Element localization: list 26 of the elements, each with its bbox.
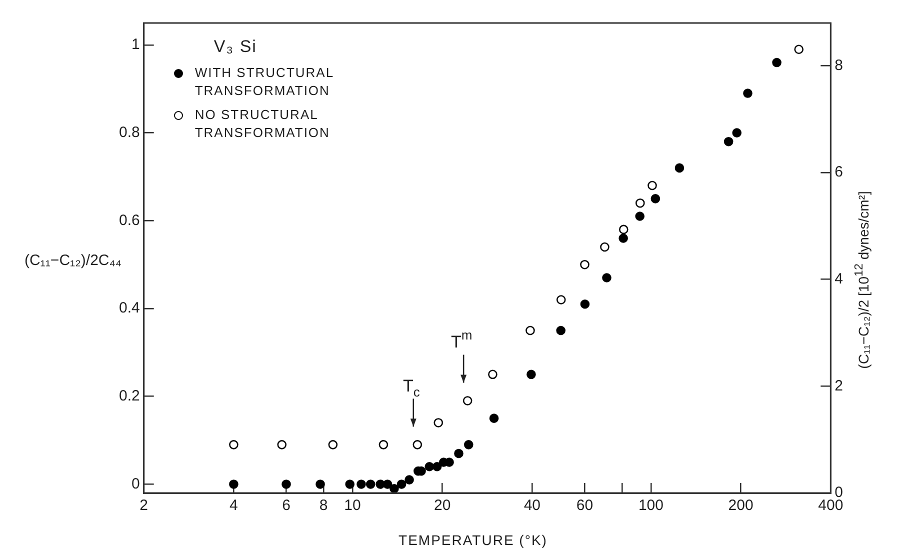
y-tick-label: 0.4 [118, 300, 140, 317]
y-tick-label: 0.2 [118, 388, 140, 405]
y-axis-title: (C₁₁−C₁₂)/2C₄₄ [23, 252, 122, 269]
y-tick-label: 0 [132, 475, 140, 492]
y-tick-label: 0.8 [118, 124, 140, 141]
x-tick-label: 8 [319, 497, 328, 514]
x-tick-label: 60 [576, 497, 594, 514]
x-tick-label: 4 [230, 497, 238, 514]
x-tick-label: 2 [140, 497, 148, 514]
x-tick-label: 100 [638, 497, 664, 514]
x-tick-label: 200 [728, 497, 754, 514]
y-tick-label: 0.6 [118, 212, 140, 229]
x-tick-label: 10 [344, 497, 361, 514]
legend-label: WITH STRUCTURAL TRANSFORMATION [194, 64, 335, 100]
y2-tick-label: 8 [834, 56, 843, 74]
y-tick-label: 1 [132, 36, 140, 54]
x-axis-title: TEMPERATURE (°K) [398, 532, 548, 548]
x-tick-label: 6 [282, 497, 290, 514]
legend-label: NO STRUCTURAL TRANSFORMATION [194, 106, 331, 142]
legend-title: V₃ Si [214, 37, 258, 56]
x-tick-label: 400 [818, 497, 844, 514]
x-tick-label: 40 [524, 497, 541, 514]
y2-tick-label: 4 [834, 270, 843, 288]
x-tick-label: 20 [434, 497, 451, 514]
y2-tick-label: 2 [834, 377, 843, 394]
y2-tick-label: 6 [834, 164, 843, 181]
